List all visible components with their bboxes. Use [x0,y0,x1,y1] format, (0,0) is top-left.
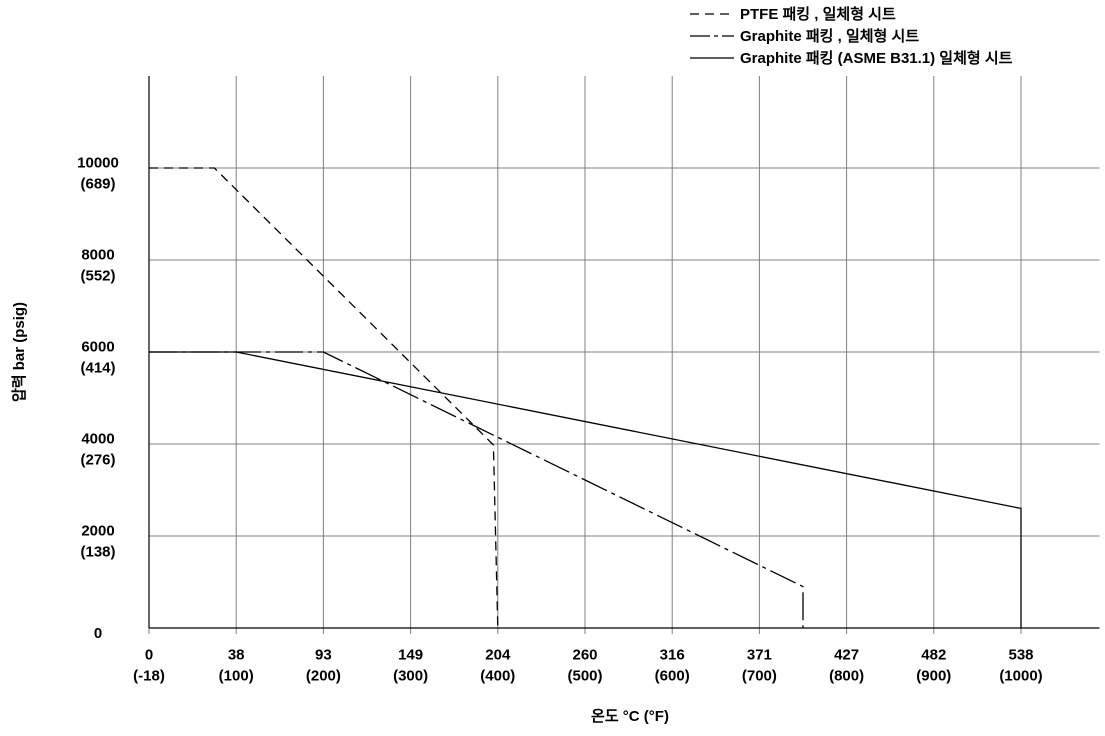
y-tick-label: 6000 (414) [80,338,115,376]
series-line [149,167,499,629]
x-tick-label: 149 (300) [393,646,428,684]
legend-label: PTFE 패킹 , 일체형 시트 [740,5,896,23]
x-tick-label: 427 (800) [829,646,864,684]
series-line [149,351,1022,628]
x-tick-label: 204 (400) [480,646,515,684]
y-tick-label: 2000 (138) [80,522,115,560]
y-tick-label: 0 [94,625,102,642]
y-tick-label: 4000 (276) [80,430,115,468]
y-tick-label: 8000 (552) [80,246,115,284]
y-axis-label: 압력 bar (psig) [10,302,28,402]
legend-label: Graphite 패킹 , 일체형 시트 [740,27,919,45]
x-tick-label: 0 (-18) [133,646,165,684]
x-tick-label: 538 (1000) [999,646,1042,684]
x-tick-label: 260 (500) [567,646,602,684]
x-tick-label: 371 (700) [742,646,777,684]
x-axis-label: 온도 °C (°F) [591,708,669,725]
x-tick-label: 38 (100) [219,646,254,684]
y-tick-label: 10000 (689) [77,154,119,192]
x-tick-label: 93 (200) [306,646,341,684]
x-tick-label: 482 (900) [916,646,951,684]
legend-label: Graphite 패킹 (ASME B31.1) 일체형 시트 [740,49,1013,67]
series-line [149,351,804,628]
x-tick-label: 316 (600) [655,646,690,684]
